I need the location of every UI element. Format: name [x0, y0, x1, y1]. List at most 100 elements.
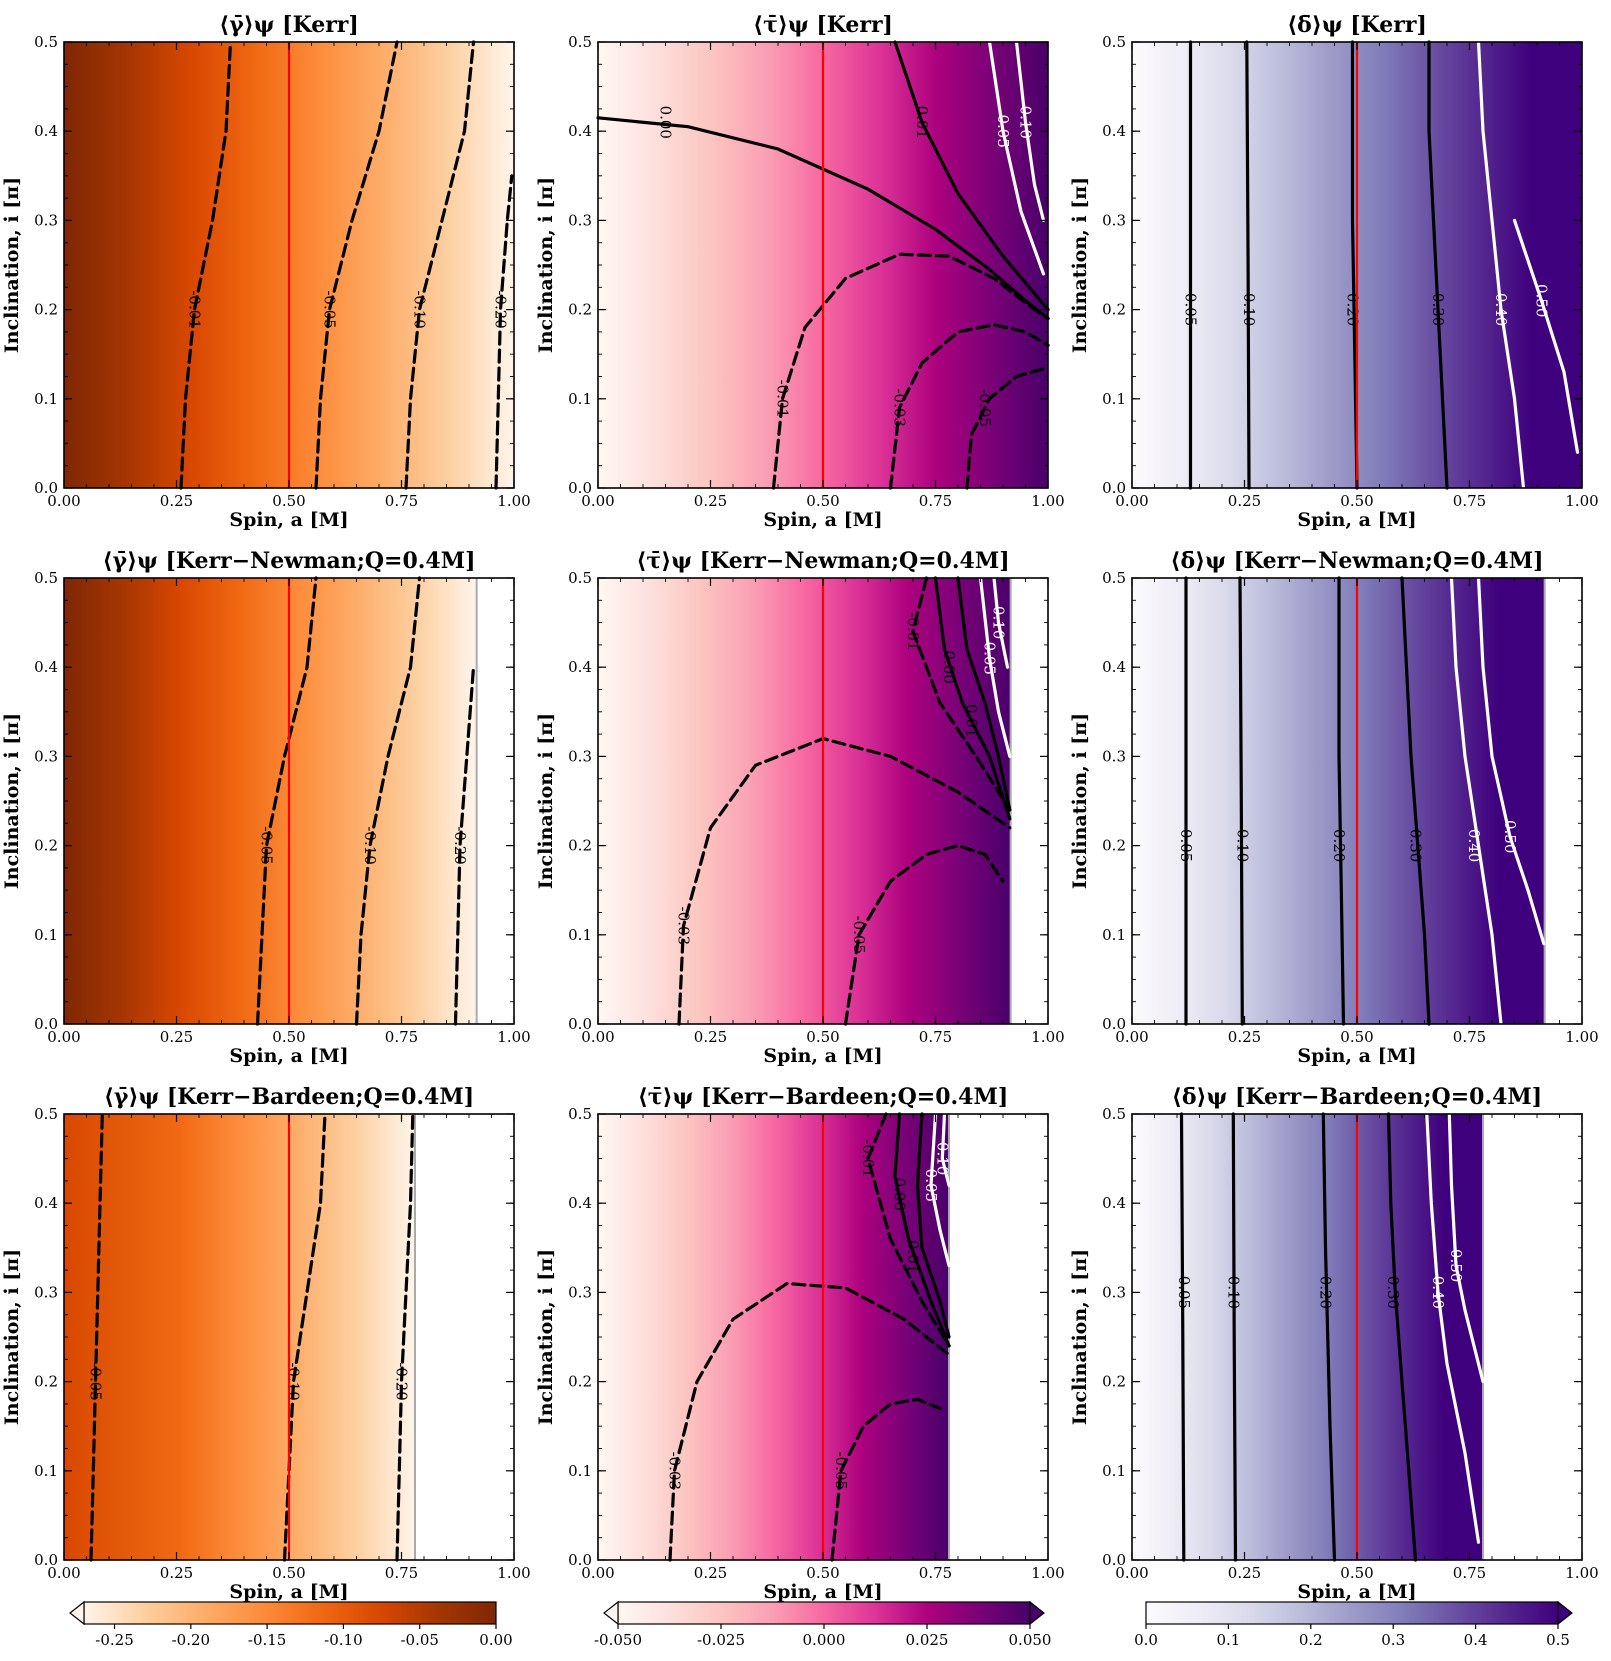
- x-tick-label: 0.00: [47, 1028, 80, 1046]
- contour-label: 0.05: [1175, 1276, 1193, 1309]
- x-tick-label: 1.00: [1565, 1028, 1598, 1046]
- panel-title: ⟨γ̄⟩ψ [Kerr−Newman;Q=0.4M]: [103, 548, 476, 574]
- contour-label: -0.20: [492, 290, 510, 328]
- y-axis-label: Inclination, i [π]: [1069, 177, 1091, 353]
- contour-line: [888, 323, 1050, 490]
- contour-label: -0.10: [285, 1362, 303, 1400]
- contour-label: 0.30: [1384, 1276, 1402, 1309]
- y-tick-label: 0.2: [568, 837, 592, 855]
- y-tick-label: 0.4: [34, 122, 58, 140]
- x-axis-label: Spin, a [M]: [763, 1581, 882, 1603]
- y-tick-label: 0.0: [1102, 1551, 1126, 1569]
- contour-line: [1512, 218, 1580, 454]
- colorbar-tick-label: 0.1: [1216, 1631, 1240, 1649]
- y-tick-label: 0.0: [568, 479, 592, 497]
- contour-line: [987, 40, 1046, 276]
- contour-label: 0.20: [1330, 829, 1348, 862]
- contour-line: [1476, 40, 1526, 490]
- y-tick-label: 0.4: [568, 1194, 592, 1212]
- contour-line: [933, 576, 1012, 821]
- contour-line: [965, 366, 1050, 490]
- y-axis-label: Inclination, i [π]: [1, 1249, 23, 1425]
- y-axis-label: Inclination, i [π]: [1069, 713, 1091, 889]
- contour-label: 0.01: [963, 704, 981, 737]
- x-tick-label: 0.25: [694, 1028, 727, 1046]
- y-tick-label: 0.0: [568, 1551, 592, 1569]
- x-tick-label: 0.00: [1115, 1028, 1148, 1046]
- contour-label: -0.03: [666, 1452, 684, 1490]
- contour-label: 0.40: [1429, 1276, 1447, 1309]
- x-tick-label: 0.75: [919, 492, 952, 510]
- contour-label: 0.05: [1182, 293, 1200, 326]
- contour-line: [830, 1397, 942, 1562]
- x-tick-label: 0.50: [272, 1028, 305, 1046]
- y-tick-label: 0.0: [1102, 479, 1126, 497]
- x-tick-label: 0.75: [1453, 1564, 1486, 1582]
- contour-line: [866, 1112, 951, 1348]
- panel-title: ⟨τ̄⟩ψ [Kerr]: [753, 12, 893, 38]
- y-tick-label: 0.5: [34, 569, 58, 587]
- contour-label: 0.10: [933, 1142, 951, 1175]
- contour-label: 0.50: [1447, 1249, 1465, 1282]
- y-tick-label: 0.3: [34, 747, 58, 765]
- contour-label: -0.03: [675, 907, 693, 945]
- y-tick-label: 0.0: [34, 479, 58, 497]
- contour-line: [395, 1112, 415, 1562]
- colorbar-1: -0.25 -0.20 -0.15 -0.10 -0.05 0.00: [69, 1600, 513, 1649]
- x-tick-label: 0.50: [806, 1028, 839, 1046]
- x-tick-label: 0.75: [919, 1564, 952, 1582]
- y-tick-label: 0.1: [1102, 1462, 1126, 1480]
- x-tick-label: 0.00: [581, 1564, 614, 1582]
- contour-label: -0.03: [891, 388, 909, 426]
- x-tick-label: 1.00: [497, 1028, 530, 1046]
- contour-label: -0.05: [832, 1452, 850, 1490]
- contour-line: [1425, 1112, 1481, 1544]
- y-tick-label: 0.0: [568, 1015, 592, 1033]
- y-tick-label: 0.2: [34, 1373, 58, 1391]
- contour-line: [1245, 40, 1251, 490]
- contour-line: [1400, 576, 1431, 1026]
- panel-title: ⟨γ̄⟩ψ [Kerr]: [219, 12, 359, 38]
- contour-label: -0.20: [451, 826, 469, 864]
- contour-line: [915, 1112, 951, 1339]
- y-axis-label: Inclination, i [π]: [535, 713, 557, 889]
- y-tick-label: 0.2: [1102, 837, 1126, 855]
- contour-line: [89, 1112, 104, 1562]
- x-axis-label: Spin, a [M]: [1297, 1581, 1416, 1603]
- y-tick-label: 0.2: [1102, 301, 1126, 319]
- contour-line: [992, 576, 1010, 669]
- contour-label: 0.05: [994, 114, 1012, 147]
- contour-line: [1321, 1112, 1337, 1562]
- colorbar-extend-left: [69, 1600, 85, 1626]
- contour-line: [354, 576, 422, 1026]
- contour-label: -0.05: [321, 290, 339, 328]
- contour-line: [1449, 576, 1503, 1026]
- y-tick-label: 0.0: [34, 1015, 58, 1033]
- colorbar-extend-right: [1029, 1600, 1045, 1626]
- y-tick-label: 0.4: [1102, 658, 1126, 676]
- colorbar-extend-right: [1557, 1600, 1573, 1626]
- contour-line: [771, 252, 1050, 490]
- contour-label: 0.05: [981, 642, 999, 675]
- panel-7: -0.05 -0.10 -0.20 0.00 0.25 0.50 0.75 1.00 0.0 0.…: [1, 1084, 531, 1603]
- x-tick-label: 1.00: [1565, 1564, 1598, 1582]
- y-tick-label: 0.5: [568, 33, 592, 51]
- x-tick-label: 0.75: [919, 1028, 952, 1046]
- colorbar-gradient: [617, 1601, 1031, 1625]
- y-tick-label: 0.1: [568, 390, 592, 408]
- colorbar-tick-label: -0.10: [324, 1631, 362, 1649]
- x-axis-label: Spin, a [M]: [229, 1581, 348, 1603]
- panel-title: ⟨δ̄⟩ψ [Kerr−Bardeen;Q=0.4M]: [1172, 1084, 1542, 1110]
- y-tick-label: 0.1: [1102, 926, 1126, 944]
- y-axis-label: Inclination, i [π]: [535, 177, 557, 353]
- y-tick-label: 0.1: [34, 1462, 58, 1480]
- x-tick-label: 0.00: [1115, 492, 1148, 510]
- y-tick-label: 0.1: [34, 926, 58, 944]
- x-tick-label: 0.00: [581, 492, 614, 510]
- contour-line: [893, 40, 1050, 312]
- y-axis-label: Inclination, i [π]: [1069, 1249, 1091, 1425]
- contour-label: -0.01: [774, 380, 792, 418]
- y-tick-label: 0.1: [568, 1462, 592, 1480]
- y-axis-label: Inclination, i [π]: [535, 1249, 557, 1425]
- y-tick-label: 0.1: [1102, 390, 1126, 408]
